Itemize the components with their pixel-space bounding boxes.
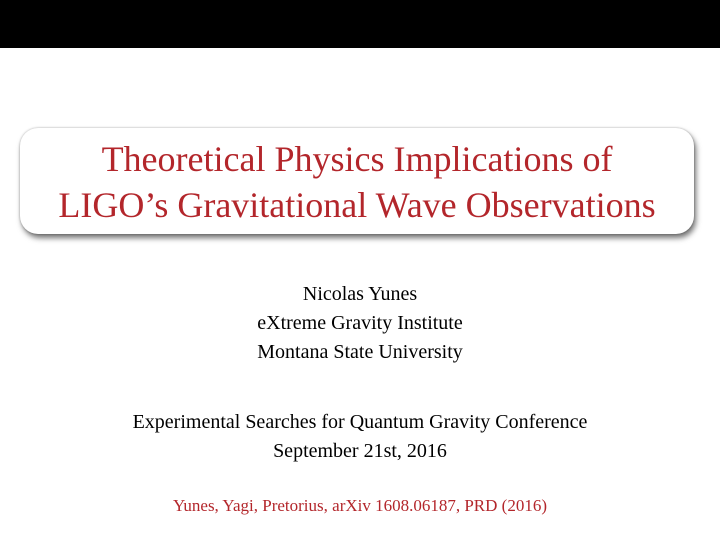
title-box: Theoretical Physics Implications of LIGO… bbox=[20, 128, 694, 234]
author-block: Nicolas Yunes eXtreme Gravity Institute … bbox=[0, 280, 720, 367]
author-line: eXtreme Gravity Institute bbox=[257, 312, 463, 334]
title-line: Theoretical Physics Implications of bbox=[101, 139, 613, 179]
reference: Yunes, Yagi, Pretorius, arXiv 1608.06187… bbox=[173, 496, 547, 515]
event-line: September 21st, 2016 bbox=[273, 440, 447, 462]
top-bar bbox=[0, 0, 720, 48]
author-line: Montana State University bbox=[257, 341, 463, 363]
event-block: Experimental Searches for Quantum Gravit… bbox=[0, 408, 720, 466]
title-line: LIGO’s Gravitational Wave Observations bbox=[58, 185, 656, 225]
event-line: Experimental Searches for Quantum Gravit… bbox=[132, 411, 588, 433]
author-line: Nicolas Yunes bbox=[302, 283, 418, 305]
